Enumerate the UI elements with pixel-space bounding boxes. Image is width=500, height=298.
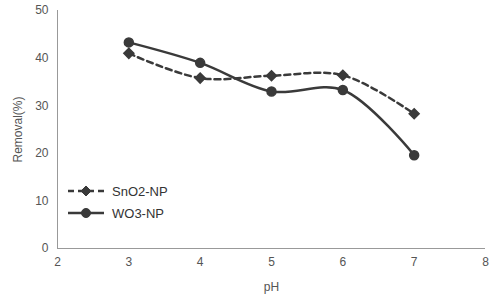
svg-text:10: 10 — [35, 194, 49, 208]
svg-text:6: 6 — [339, 255, 346, 269]
svg-text:pH: pH — [264, 280, 279, 294]
svg-text:4: 4 — [197, 255, 204, 269]
svg-text:8: 8 — [482, 255, 489, 269]
svg-text:3: 3 — [125, 255, 132, 269]
svg-text:7: 7 — [411, 255, 418, 269]
svg-text:Removal(%): Removal(%) — [11, 96, 25, 162]
svg-text:20: 20 — [35, 146, 49, 160]
svg-text:0: 0 — [42, 241, 49, 255]
svg-text:40: 40 — [35, 51, 49, 65]
svg-text:50: 50 — [35, 3, 49, 17]
svg-text:2: 2 — [54, 255, 61, 269]
html-text:SnO2-NP: SnO2-NP — [112, 183, 168, 199]
svg-text:5: 5 — [268, 255, 275, 269]
svg-text:30: 30 — [35, 99, 49, 113]
html-text:WO3-NP: WO3-NP — [112, 205, 164, 221]
